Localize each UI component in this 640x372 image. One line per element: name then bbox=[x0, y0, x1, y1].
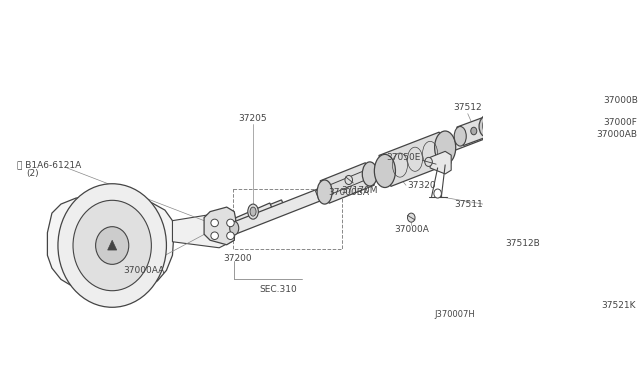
Text: 37000AB: 37000AB bbox=[596, 130, 637, 139]
Ellipse shape bbox=[576, 102, 586, 114]
Polygon shape bbox=[204, 207, 236, 245]
Polygon shape bbox=[232, 186, 331, 234]
Ellipse shape bbox=[248, 204, 259, 219]
Ellipse shape bbox=[483, 116, 495, 135]
Ellipse shape bbox=[435, 131, 456, 164]
Ellipse shape bbox=[230, 221, 239, 235]
Ellipse shape bbox=[73, 200, 152, 291]
Polygon shape bbox=[320, 163, 374, 203]
Ellipse shape bbox=[434, 189, 442, 198]
Ellipse shape bbox=[227, 219, 234, 227]
Ellipse shape bbox=[362, 162, 378, 186]
Text: (2): (2) bbox=[26, 170, 39, 179]
Text: 37000BA: 37000BA bbox=[328, 187, 369, 196]
Ellipse shape bbox=[95, 227, 129, 264]
Ellipse shape bbox=[454, 126, 467, 146]
Text: 37000F: 37000F bbox=[604, 118, 637, 127]
Ellipse shape bbox=[604, 255, 634, 288]
Polygon shape bbox=[483, 104, 524, 137]
Bar bbox=[233, 189, 342, 249]
Text: 37000B: 37000B bbox=[604, 96, 638, 105]
Text: 37511: 37511 bbox=[454, 200, 483, 209]
Polygon shape bbox=[47, 195, 174, 293]
Ellipse shape bbox=[324, 185, 333, 198]
Polygon shape bbox=[457, 116, 492, 145]
Polygon shape bbox=[367, 148, 421, 180]
Text: 37521K: 37521K bbox=[601, 301, 636, 310]
Polygon shape bbox=[564, 78, 620, 103]
Text: 37050E: 37050E bbox=[387, 153, 421, 162]
Polygon shape bbox=[172, 213, 234, 248]
Text: 37000A: 37000A bbox=[394, 225, 429, 234]
Polygon shape bbox=[519, 94, 568, 119]
Text: J370007H: J370007H bbox=[435, 310, 476, 318]
Text: 37512B: 37512B bbox=[506, 239, 540, 248]
Ellipse shape bbox=[317, 180, 332, 204]
Ellipse shape bbox=[471, 127, 477, 135]
Ellipse shape bbox=[519, 228, 527, 237]
Polygon shape bbox=[108, 240, 116, 250]
Polygon shape bbox=[228, 200, 285, 230]
Text: 37320: 37320 bbox=[408, 181, 436, 190]
Ellipse shape bbox=[612, 265, 625, 279]
Polygon shape bbox=[316, 166, 379, 199]
Text: SEC.310: SEC.310 bbox=[259, 285, 297, 295]
Text: 37512: 37512 bbox=[454, 103, 482, 112]
Ellipse shape bbox=[211, 232, 218, 240]
Polygon shape bbox=[443, 125, 493, 153]
Text: Ⓑ B1A6-6121A: Ⓑ B1A6-6121A bbox=[17, 160, 81, 169]
Ellipse shape bbox=[595, 245, 640, 299]
Ellipse shape bbox=[250, 207, 256, 216]
Ellipse shape bbox=[425, 157, 433, 166]
Polygon shape bbox=[430, 151, 451, 174]
Ellipse shape bbox=[589, 101, 595, 108]
Ellipse shape bbox=[374, 154, 396, 187]
Text: 37000AA: 37000AA bbox=[124, 266, 164, 275]
Ellipse shape bbox=[345, 176, 353, 185]
Ellipse shape bbox=[479, 116, 494, 137]
Ellipse shape bbox=[211, 219, 218, 227]
Ellipse shape bbox=[227, 232, 234, 240]
Text: 37205: 37205 bbox=[239, 114, 268, 123]
Text: 37200: 37200 bbox=[224, 254, 252, 263]
Ellipse shape bbox=[408, 213, 415, 222]
Polygon shape bbox=[379, 132, 451, 186]
Ellipse shape bbox=[614, 77, 622, 87]
Text: 37170M: 37170M bbox=[341, 186, 378, 195]
Ellipse shape bbox=[58, 184, 166, 307]
Ellipse shape bbox=[513, 103, 528, 124]
Polygon shape bbox=[225, 203, 274, 232]
